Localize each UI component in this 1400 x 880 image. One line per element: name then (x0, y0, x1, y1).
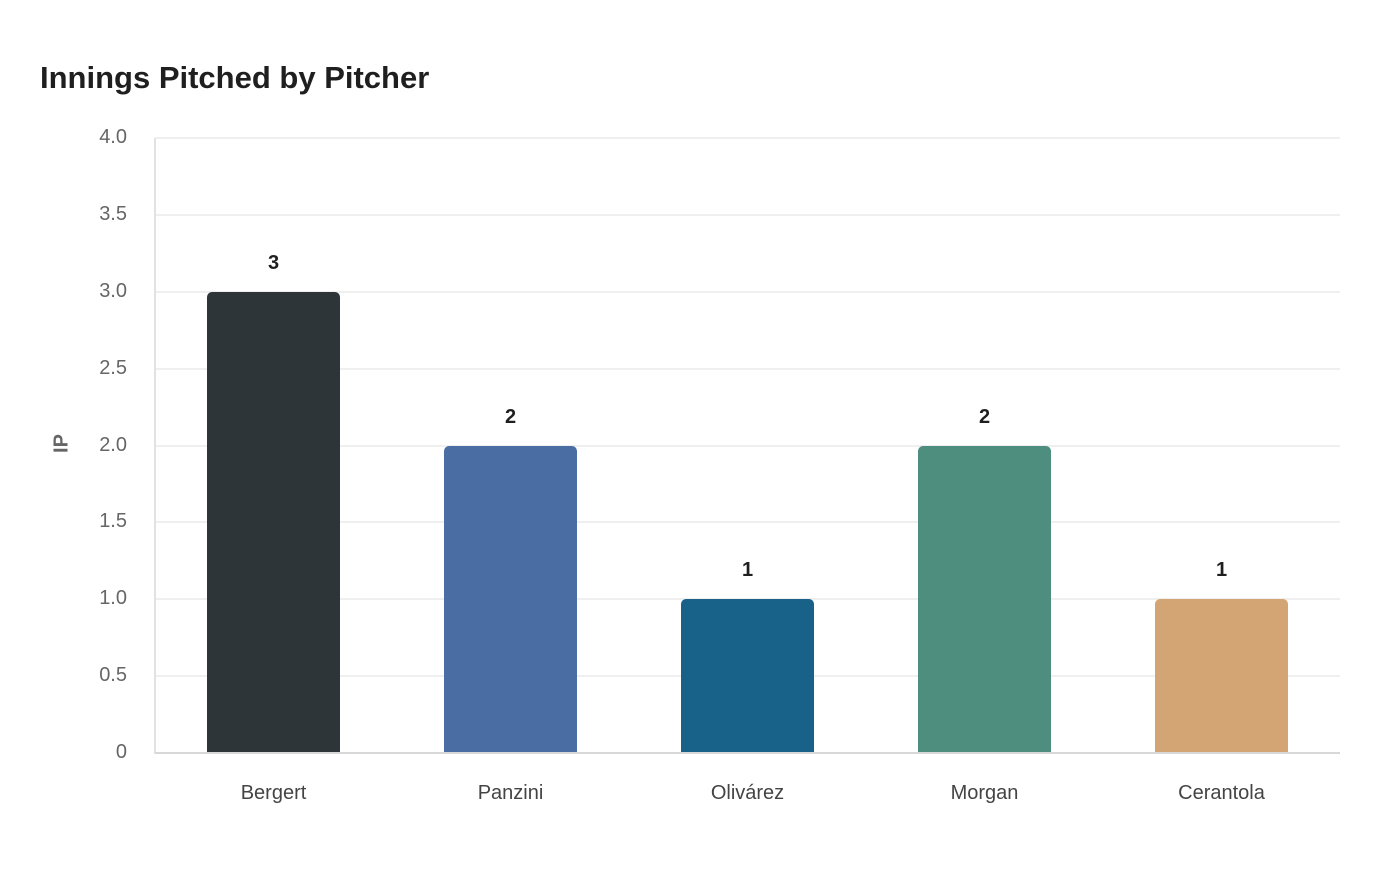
x-tick-label: Cerantola (1178, 782, 1265, 804)
y-tick-label: 1.5 (99, 510, 127, 533)
bar-olivárez (681, 599, 814, 753)
gridline (155, 137, 1340, 139)
x-axis-line (155, 752, 1340, 754)
x-tick-label: Morgan (950, 782, 1019, 804)
bar-morgan (918, 445, 1051, 753)
bar-bergert (207, 291, 340, 753)
x-tick-label: Bergert (240, 782, 307, 804)
bar-value-label: 2 (978, 405, 991, 428)
y-tick-label: 3.5 (99, 202, 127, 225)
y-tick-label: 2.0 (99, 433, 127, 456)
bar-panzini (444, 445, 577, 753)
chart-title: Innings Pitched by Pitcher (40, 60, 430, 95)
x-tick-label: Olivárez (710, 782, 785, 804)
gridline (155, 444, 1340, 447)
y-tick-label: 4.0 (99, 126, 127, 148)
y-tick-label: 0 (115, 741, 127, 763)
bar-value-label: 3 (267, 251, 280, 274)
gridline (155, 213, 1340, 216)
y-tick-label: 1.0 (99, 587, 127, 610)
gridline (155, 367, 1340, 370)
bar-cerantola (1155, 599, 1288, 753)
gridline (155, 521, 1340, 524)
gridline (155, 290, 1340, 293)
y-tick-label: 2.5 (99, 356, 127, 379)
y-axis-line (154, 138, 156, 754)
y-tick-label: 3.0 (99, 279, 127, 302)
bar-value-label: 2 (504, 405, 517, 428)
x-tick-label: Panzini (477, 782, 544, 804)
bar-value-label: 1 (741, 559, 754, 582)
y-tick-label: 0.5 (99, 664, 127, 687)
bar-value-label: 1 (1215, 559, 1228, 582)
